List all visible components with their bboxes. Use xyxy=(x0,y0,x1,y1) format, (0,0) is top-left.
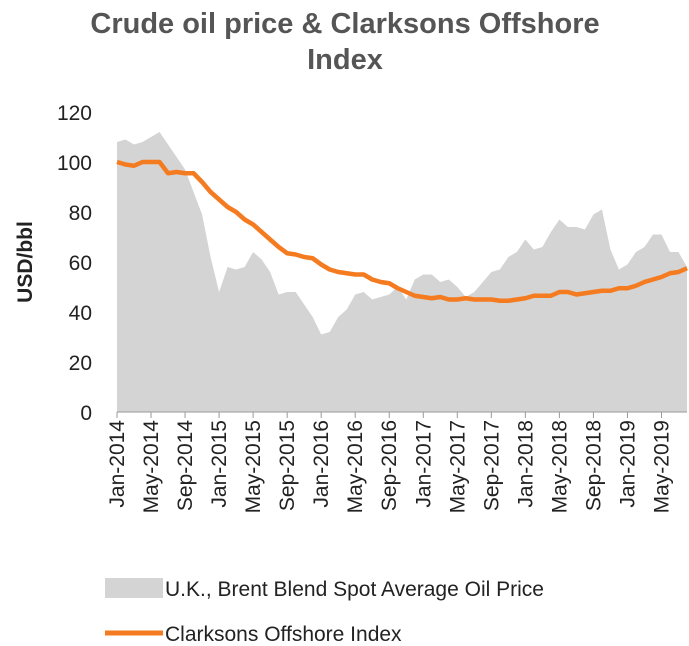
x-tick-label: Jan-2015 xyxy=(208,420,231,508)
y-tick-label: 120 xyxy=(57,102,92,125)
x-tick-label: Jan-2014 xyxy=(106,420,129,508)
x-tick-label: Sep-2018 xyxy=(582,420,605,511)
x-tick-label: Sep-2016 xyxy=(378,420,401,511)
y-tick-label: 0 xyxy=(80,402,92,425)
y-tick-label: 60 xyxy=(69,252,92,275)
area xyxy=(117,132,687,412)
line xyxy=(116,159,688,303)
y-tick-label: 20 xyxy=(69,352,92,375)
x-tick-label: Jan-2016 xyxy=(310,420,333,508)
x-tick-label: Jan-2018 xyxy=(514,420,537,508)
legend-label: Clarksons Offshore Index xyxy=(165,623,402,646)
x-tick-label: May-2017 xyxy=(446,420,469,513)
x-tick-label: Sep-2015 xyxy=(276,420,299,511)
y-tick-label: 100 xyxy=(57,152,92,175)
x-tick-label: May-2015 xyxy=(242,420,265,513)
x-tick-label: May-2018 xyxy=(548,420,571,513)
x-tick-label: Jan-2019 xyxy=(616,420,639,508)
legend-swatch xyxy=(105,578,163,598)
x-tick-label: Sep-2014 xyxy=(174,420,197,511)
x-tick-label: May-2014 xyxy=(140,420,163,514)
x-tick-label: Jan-2017 xyxy=(412,420,435,508)
y-axis-label: USD/bbl xyxy=(14,221,37,303)
x-tick-label: Sep-2017 xyxy=(480,420,503,511)
y-tick-label: 40 xyxy=(69,302,92,325)
x-tick-label: May-2016 xyxy=(344,420,367,513)
legend-label: U.K., Brent Blend Spot Average Oil Price xyxy=(165,578,544,601)
chart-title: Crude oil price & Clarksons Offshore Ind… xyxy=(90,8,600,76)
x-tick-label: May-2019 xyxy=(650,420,673,513)
y-tick-label: 80 xyxy=(69,202,92,225)
